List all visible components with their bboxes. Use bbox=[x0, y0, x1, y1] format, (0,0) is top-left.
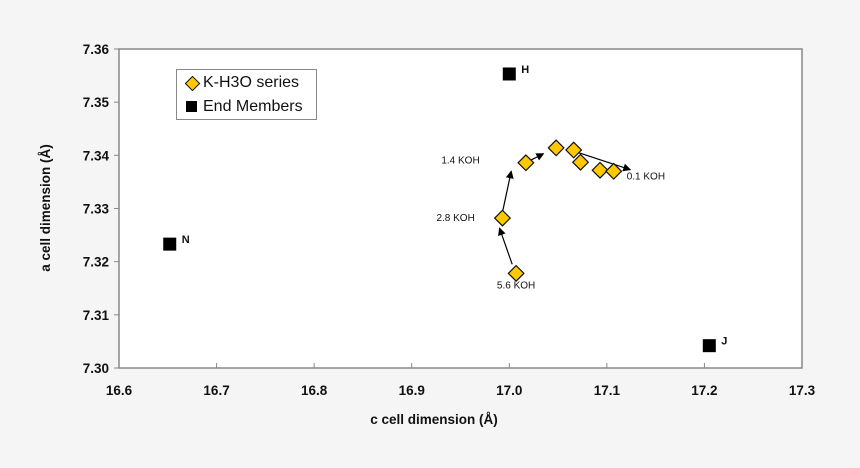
x-tick-label: 17.0 bbox=[496, 383, 522, 398]
y-tick-label: 7.33 bbox=[83, 202, 110, 217]
koh-annotation: 1.4 KOH bbox=[441, 156, 479, 167]
end-member-label: J bbox=[721, 336, 727, 348]
arrow bbox=[498, 227, 513, 265]
legend: K-H3O series End Members bbox=[176, 69, 317, 120]
x-tick-label: 17.2 bbox=[691, 383, 717, 398]
koh-annotation: 2.8 KOH bbox=[436, 213, 474, 224]
y-tick-label: 7.30 bbox=[83, 361, 109, 376]
y-tick-label: 7.34 bbox=[83, 148, 110, 163]
diamond-marker bbox=[591, 161, 609, 179]
arrow bbox=[501, 170, 514, 213]
data-points: H N J bbox=[163, 64, 727, 353]
y-tick-label: 7.32 bbox=[83, 255, 109, 270]
y-axis: 7.30 7.31 7.32 7.33 7.34 7.35 7.36 bbox=[83, 42, 119, 376]
end-member-label: N bbox=[182, 234, 190, 246]
legend-item-k-h3o: K-H3O series bbox=[185, 72, 299, 94]
diamond-marker bbox=[493, 209, 512, 227]
square-marker bbox=[502, 67, 516, 81]
x-tick-label: 16.8 bbox=[301, 383, 328, 398]
diamond-marker bbox=[547, 139, 565, 157]
legend-label: K-H3O series bbox=[203, 74, 300, 91]
koh-annotation: 5.6 KOH bbox=[497, 281, 535, 292]
diamond-marker bbox=[565, 141, 583, 159]
legend-label: End Members bbox=[203, 98, 303, 115]
diamond-marker bbox=[571, 153, 590, 171]
square-marker-icon bbox=[185, 100, 199, 114]
diamond-marker bbox=[605, 162, 623, 180]
x-tick-label: 16.9 bbox=[399, 383, 425, 398]
annotations: 5.6 KOH 2.8 KOH 1.4 KOH 0.1 KOH bbox=[436, 156, 665, 292]
y-tick-label: 7.36 bbox=[83, 42, 110, 57]
diamond-marker bbox=[507, 264, 525, 282]
arrow bbox=[573, 150, 632, 172]
diamond-marker-icon bbox=[185, 76, 199, 90]
end-member-label: H bbox=[521, 64, 529, 76]
diamond-marker bbox=[517, 154, 535, 172]
x-axis-title: c cell dimension (Å) bbox=[370, 412, 498, 427]
square-marker bbox=[702, 339, 716, 353]
x-tick-label: 16.7 bbox=[203, 383, 229, 398]
y-tick-label: 7.31 bbox=[83, 308, 110, 323]
x-tick-label: 17.3 bbox=[789, 383, 816, 398]
legend-item-end-members: End Members bbox=[185, 96, 303, 118]
koh-annotation: 0.1 KOH bbox=[627, 172, 665, 183]
x-axis: 16.6 16.7 16.8 16.9 17.0 17.1 17.2 17.3 bbox=[106, 363, 816, 398]
y-axis-title: a cell dimension (Å) bbox=[38, 144, 53, 272]
x-tick-label: 16.6 bbox=[106, 383, 133, 398]
square-marker bbox=[163, 237, 177, 251]
y-tick-label: 7.35 bbox=[83, 95, 110, 110]
x-tick-label: 17.1 bbox=[594, 383, 621, 398]
